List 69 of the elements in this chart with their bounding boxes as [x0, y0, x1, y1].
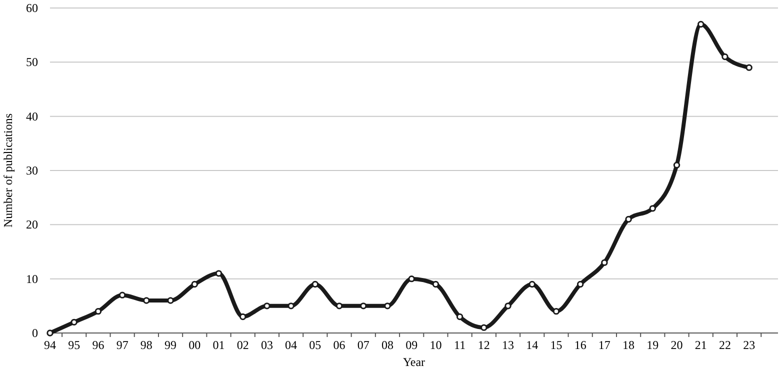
x-tick-label: 17	[598, 338, 610, 352]
point	[673, 162, 680, 168]
point	[360, 302, 367, 310]
x-tick-label: 00	[188, 338, 201, 352]
point	[601, 259, 608, 266]
point	[625, 216, 632, 223]
x-tick-label: 06	[333, 338, 346, 352]
x-tick-label: 07	[357, 338, 370, 352]
point	[746, 64, 752, 71]
x-tick-label: 96	[92, 338, 104, 352]
x-tick-label: 22	[718, 338, 731, 352]
point	[288, 302, 294, 310]
x-tick-label: 97	[116, 338, 128, 352]
point	[118, 292, 126, 298]
x-tick-label: 04	[285, 338, 298, 352]
point	[722, 53, 728, 60]
x-tick-label: 18	[622, 338, 635, 352]
x-tick-label: 23	[743, 338, 756, 352]
point	[480, 324, 488, 331]
x-tick-label: 08	[381, 338, 394, 352]
point	[456, 313, 464, 320]
x-tick-label: 16	[574, 338, 586, 352]
x-tick-label: 05	[309, 338, 322, 352]
x-tick-label: 11	[454, 338, 466, 352]
x-tick-label: 03	[260, 338, 273, 352]
point	[240, 313, 246, 320]
y-tick-label: 10	[26, 272, 38, 286]
point	[576, 280, 584, 288]
point	[46, 330, 54, 336]
x-tick-label: 10	[430, 338, 442, 352]
x-tick-label: 02	[236, 338, 249, 352]
point	[191, 280, 198, 288]
y-tick-label: 20	[26, 218, 38, 232]
x-tick-label: 13	[502, 338, 514, 352]
y-tick-label: 30	[26, 164, 38, 178]
x-tick-label: 94	[44, 338, 56, 352]
x-tick-label: 98	[140, 338, 152, 352]
point	[698, 20, 704, 28]
point	[528, 280, 536, 288]
x-tick-label: 20	[670, 338, 683, 352]
x-tick-label: 15	[550, 338, 562, 352]
x-tick-label: 12	[478, 338, 490, 352]
point	[264, 302, 270, 310]
y-tick-label: 0	[32, 326, 38, 340]
y-tick-label: 60	[26, 1, 38, 15]
x-tick-label: 19	[646, 338, 659, 352]
point	[408, 275, 415, 282]
x-tick-label: 14	[526, 338, 538, 352]
x-axis-title: Year	[402, 355, 426, 369]
point	[504, 302, 512, 310]
x-tick-label: 01	[212, 338, 225, 352]
x-tick-label: 09	[406, 338, 418, 352]
y-axis-title: Number of publications	[1, 113, 15, 228]
y-tick-label: 50	[26, 55, 38, 70]
point	[336, 302, 343, 310]
point	[432, 280, 440, 288]
point	[143, 297, 150, 304]
x-tick-label: 95	[68, 338, 80, 352]
point	[215, 270, 222, 277]
point	[167, 297, 174, 304]
point	[312, 280, 319, 288]
point	[94, 308, 102, 315]
point	[384, 302, 391, 310]
y-tick-label: 40	[26, 109, 38, 124]
point	[552, 308, 560, 315]
point	[70, 318, 78, 326]
x-tick-label: 21	[694, 338, 707, 352]
x-tick-label: 99	[164, 338, 177, 352]
point	[649, 205, 656, 212]
